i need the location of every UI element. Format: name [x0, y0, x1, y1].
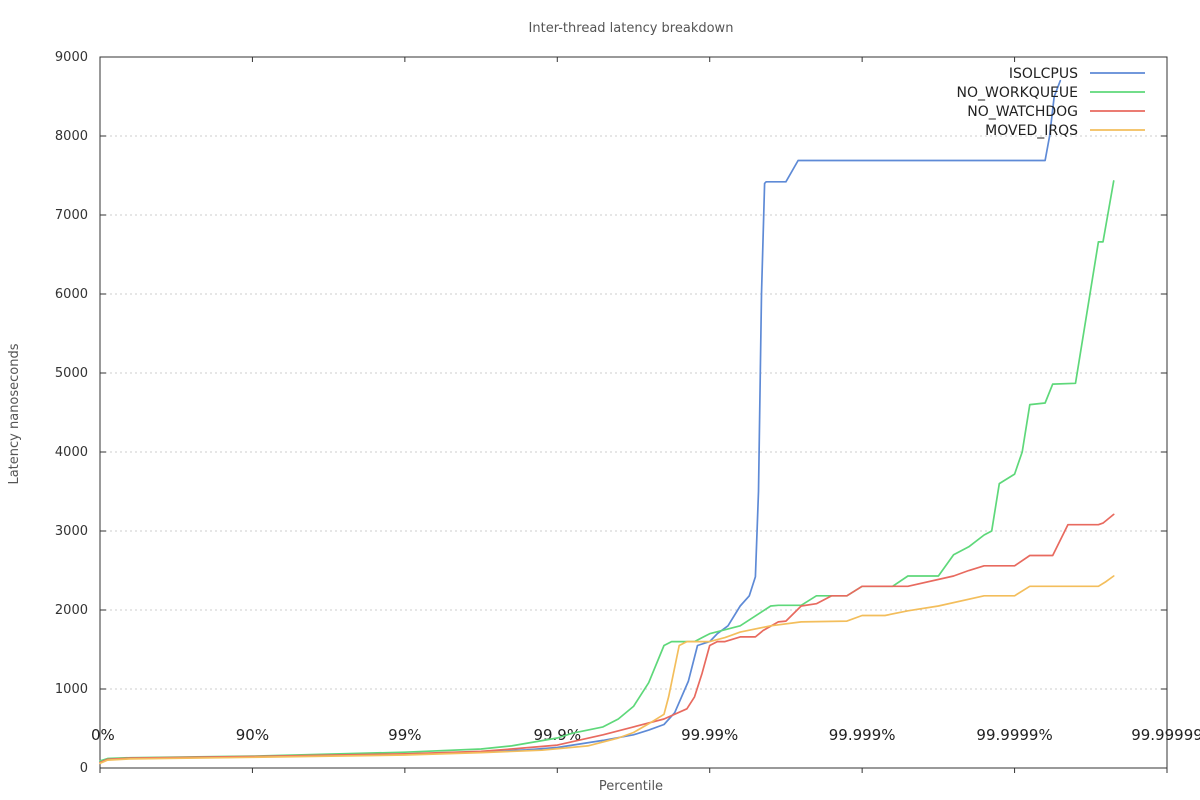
x-axis: 0% 90% 99% 99.9% 99.99% 99.999% 99.9999% 99.999… [91, 57, 1200, 773]
y-axis: 0 1000 2000 3000 4000 5000 6000 7000 8000 9000 [55, 50, 1167, 776]
plot-frame [99, 56, 1168, 769]
series-line-moved-irqs [99, 575, 1115, 765]
x-tick-label: 99.9999% [976, 726, 1052, 744]
x-tick-label: 0% [91, 726, 115, 744]
series-line-isolcpus [99, 79, 1062, 763]
y-axis-label: Latency nanoseconds [7, 343, 22, 484]
legend-label: NO_WATCHDOG [967, 104, 1078, 120]
y-tick-label: 7000 [55, 208, 88, 223]
legend: ISOLCPUS NO_WORKQUEUE NO_WATCHDOG MOVED_IRQ… [957, 66, 1145, 139]
y-tick-label: 8000 [55, 129, 88, 144]
series-line-no-workqueue [99, 180, 1115, 762]
y-tick-label: 2000 [55, 603, 88, 618]
x-tick-label: 99.999% [829, 726, 896, 744]
legend-label: ISOLCPUS [1009, 66, 1078, 82]
y-tick-label: 6000 [55, 287, 88, 302]
x-tick-label: 90% [236, 726, 269, 744]
y-tick-label: 4000 [55, 445, 88, 460]
x-axis-label: Percentile [599, 779, 663, 794]
x-tick-label: 99% [388, 726, 421, 744]
legend-label: MOVED_IRQS [985, 123, 1078, 139]
x-tick-label: 99.99999 [1131, 726, 1200, 744]
y-tick-label: 3000 [55, 524, 88, 539]
y-tick-label: 5000 [55, 366, 88, 381]
chart-title: Inter-thread latency breakdown [529, 21, 734, 36]
series-line-no-watchdog [99, 513, 1115, 764]
grid-lines [100, 135, 1167, 690]
x-tick-label: 99.99% [681, 726, 738, 744]
y-tick-label: 9000 [55, 50, 88, 65]
y-tick-label: 0 [80, 761, 88, 776]
y-tick-label: 1000 [55, 682, 88, 697]
series-lines [99, 79, 1115, 765]
legend-label: NO_WORKQUEUE [957, 85, 1078, 101]
